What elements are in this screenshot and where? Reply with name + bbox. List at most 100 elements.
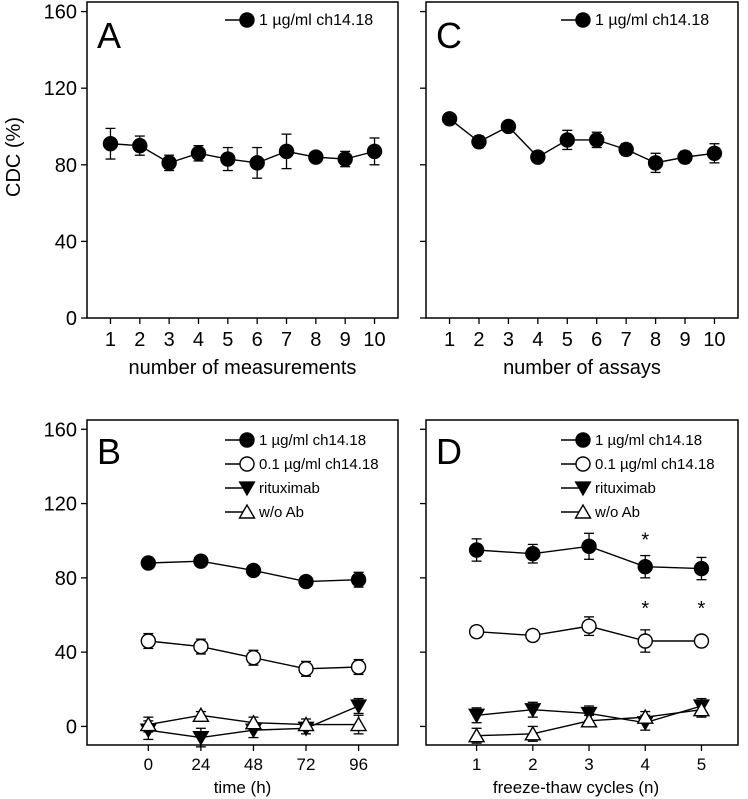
legend-label: 0.1 µg/ml ch14.18	[259, 456, 379, 473]
data-point	[308, 149, 324, 165]
data-point	[468, 542, 485, 558]
data-point	[581, 618, 597, 634]
data-point	[618, 141, 634, 158]
significance-asterisk: *	[698, 598, 706, 620]
x-tick-label: 4	[641, 755, 650, 774]
data-point	[140, 555, 157, 571]
x-tick-label: 0	[144, 755, 153, 774]
legend-label: w/o Ab	[594, 504, 640, 521]
y-tick-label: 0	[66, 308, 77, 330]
y-tick-label: 80	[55, 155, 77, 177]
series-filled-circle	[102, 127, 383, 179]
legend-marker	[574, 503, 592, 519]
x-tick-label: 5	[222, 329, 233, 351]
data-point	[102, 136, 119, 152]
data-point	[471, 134, 487, 150]
panel-d-chart: 1 2 3 4 5 freeze-thaw cycles (n) D * * * 1 µg/ml c…	[420, 419, 739, 797]
legend-label: 1 µg/ml ch14.18	[595, 432, 702, 449]
x-tick-label: 1	[472, 755, 481, 774]
plot-frame	[425, 1, 739, 319]
panel-letter: D	[436, 431, 462, 472]
y-tick-label: 160	[44, 419, 77, 441]
legend-marker	[574, 481, 592, 497]
x-tick-label: 3	[164, 329, 175, 351]
x-tick-label: 5	[697, 755, 706, 774]
data-point	[589, 132, 605, 148]
x-tick-label: 4	[532, 329, 543, 351]
series-line	[110, 143, 375, 164]
data-point	[693, 560, 710, 577]
x-tick-label: 1	[105, 329, 116, 351]
x-tick-label: 3	[503, 329, 514, 351]
data-point	[366, 143, 383, 160]
data-point	[524, 725, 542, 741]
legend-label: rituximab	[259, 480, 320, 497]
legend-marker	[575, 12, 591, 28]
data-point	[298, 661, 314, 677]
panel-letter: B	[97, 431, 121, 472]
plot-frame	[86, 419, 399, 746]
panel-a-chart: 0 40 80 120 160 1 2 3 4 5 6 7 8 9 10 number of measurem…	[44, 1, 399, 379]
x-tick-label: 7	[281, 329, 292, 351]
data-point	[249, 155, 265, 171]
data-point	[647, 155, 664, 171]
x-tick-label: 10	[703, 329, 725, 351]
x-tick-label: 72	[297, 755, 316, 774]
data-point	[220, 151, 236, 167]
data-point	[278, 143, 295, 160]
plot-frame	[425, 419, 739, 746]
y-tick-label: 0	[66, 716, 77, 738]
plot-frame	[86, 1, 399, 319]
data-point	[245, 562, 262, 579]
legend-marker	[238, 481, 256, 497]
data-point	[525, 627, 541, 644]
x-tick-label: 1	[444, 329, 455, 351]
data-point	[524, 703, 542, 718]
legend-label: 1 µg/ml ch14.18	[259, 12, 373, 29]
data-point	[244, 714, 263, 730]
panel-b-chart: 0 40 80 120 160 0 24 48 72 96 time (h) B 1 µg/ml ch1…	[44, 419, 399, 797]
data-point	[693, 633, 710, 649]
legend-marker	[238, 503, 256, 519]
data-point	[350, 572, 367, 588]
data-point	[677, 149, 693, 165]
panel-letter: C	[436, 15, 462, 56]
data-point	[692, 701, 711, 717]
data-point	[350, 659, 367, 675]
legend-marker	[239, 432, 255, 448]
series-filled-circle	[468, 532, 710, 581]
data-point	[636, 708, 654, 724]
series-filled-circle	[441, 111, 723, 174]
data-point	[337, 151, 353, 167]
x-axis-label: time (h)	[214, 778, 272, 797]
x-axis-label: number of assays	[503, 357, 661, 379]
data-point	[637, 559, 653, 575]
x-tick-label: 4	[193, 329, 204, 351]
data-point	[559, 132, 575, 148]
data-point	[500, 118, 517, 135]
panel-c-chart: 1 2 3 4 5 6 7 8 9 10 number of assays C 1 µg/ml ch14…	[420, 1, 739, 379]
x-tick-label: 48	[244, 755, 263, 774]
data-point	[190, 145, 207, 161]
data-point	[298, 573, 314, 590]
data-point	[132, 137, 148, 154]
significance-asterisk: *	[641, 598, 649, 620]
x-tick-label: 24	[191, 755, 210, 774]
x-tick-label: 8	[310, 329, 321, 351]
y-tick-label: 40	[55, 231, 77, 253]
x-tick-label: 8	[650, 329, 661, 351]
data-point	[297, 716, 315, 732]
data-point	[161, 155, 177, 171]
series-line	[449, 118, 715, 164]
x-tick-label: 2	[134, 329, 145, 351]
data-point	[468, 708, 486, 724]
panel-letter: A	[97, 15, 121, 56]
data-point	[525, 546, 541, 562]
data-point	[192, 706, 210, 722]
data-point	[580, 712, 598, 728]
data-point	[530, 149, 546, 165]
y-tick-label: 160	[44, 2, 77, 24]
x-tick-label: 9	[340, 329, 351, 351]
data-point	[350, 699, 368, 715]
